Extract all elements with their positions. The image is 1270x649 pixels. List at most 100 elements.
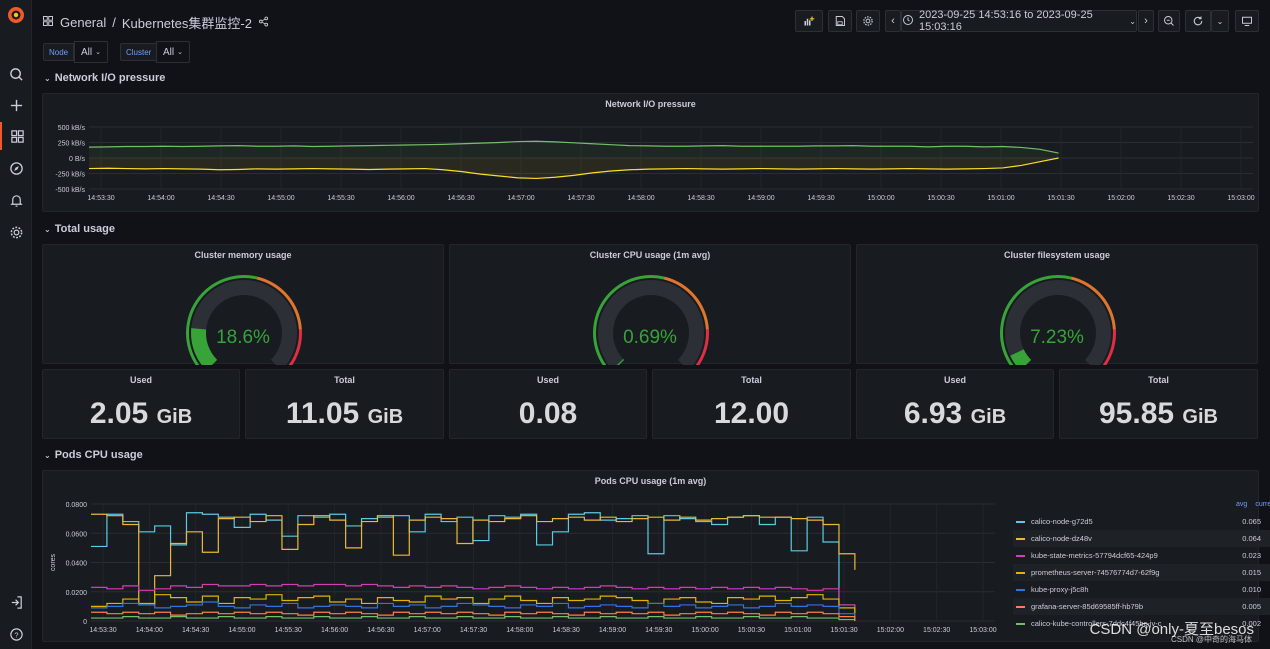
x-tick-label: 14:57:30 — [567, 195, 594, 202]
gear-icon[interactable] — [0, 218, 32, 246]
add-panel-button[interactable] — [795, 10, 823, 32]
series-area — [89, 158, 1059, 179]
legend-avg: 0.005 — [1242, 602, 1261, 611]
stat-unit: GiB — [367, 406, 404, 428]
dashboard-grid-icon — [42, 15, 54, 30]
time-back-button[interactable]: ‹ — [885, 10, 901, 32]
x-tick-label: 15:02:30 — [923, 627, 950, 634]
panel-title: Network I/O pressure — [605, 99, 696, 109]
x-tick-label: 14:54:00 — [136, 627, 163, 634]
chevron-down-icon: ⌄ — [1129, 16, 1136, 26]
y-tick-label: 500 kB/s — [58, 125, 86, 132]
legend-item[interactable]: grafana-server-85d69585ff-hb79b 0.0050.00… — [1013, 598, 1270, 615]
row-network[interactable]: ⌄ Network I/O pressure — [44, 72, 165, 84]
legend-avg: 0.015 — [1242, 568, 1261, 577]
legend-item[interactable]: kube-proxy-j5c8h 0.0100.005 — [1013, 581, 1270, 598]
sign-in-icon[interactable] — [0, 588, 32, 616]
compass-icon[interactable] — [0, 154, 32, 182]
panel-title: Used — [943, 375, 966, 385]
legend-item[interactable]: kube-state-metrics-57794dcf65-424p9 0.023… — [1013, 547, 1270, 564]
x-tick-label: 14:57:30 — [460, 627, 487, 634]
legend-item[interactable]: prometheus-server-74576774d7-62f9g 0.0150… — [1013, 564, 1270, 581]
dashboards-icon[interactable] — [0, 122, 32, 150]
series-line — [88, 140, 1059, 154]
stat-number: 11.05 — [285, 397, 360, 430]
refresh-icon[interactable] — [1185, 10, 1211, 32]
y-tick-label: 0 — [83, 619, 87, 626]
stat-value: 0.08 — [450, 397, 646, 431]
bell-icon[interactable] — [0, 186, 32, 214]
legend-current: 0.039 — [1261, 517, 1270, 526]
panel-title: Used — [536, 375, 559, 385]
y-tick-label: -500 kB/s — [55, 187, 85, 194]
y-tick-label: 250 kB/s — [58, 141, 86, 148]
variable-select-cluster[interactable]: All ⌄ — [156, 41, 190, 63]
network-io-panel: Network I/O pressure 500 kB/s 250 kB/s 0 B… — [42, 93, 1259, 212]
share-icon[interactable] — [258, 15, 269, 30]
x-tick-label: 14:55:00 — [228, 627, 255, 634]
variable-select-node[interactable]: All ⌄ — [74, 41, 108, 63]
x-tick-label: 15:00:00 — [691, 627, 718, 634]
variable-label-node: Node — [43, 43, 75, 61]
time-forward-button[interactable]: › — [1138, 10, 1154, 32]
legend-current: 0.003 — [1261, 602, 1270, 611]
breadcrumb-separator: / — [112, 15, 116, 30]
stat-value: 11.05 GiB — [246, 397, 443, 431]
row-total[interactable]: ⌄ Total usage — [44, 223, 115, 235]
y-tick-label: 0.0200 — [66, 590, 88, 597]
top-bar: General / Kubernetes集群监控-2 ‹ 2023-09-25 … — [32, 0, 1270, 40]
gauge-value-text: 18.6% — [216, 327, 270, 348]
y-tick-label: -250 kB/s — [55, 172, 85, 179]
row-pods[interactable]: ⌄ Pods CPU usage — [44, 449, 143, 461]
gauge-threshold-orange — [663, 276, 709, 330]
legend-series-name: grafana-server-85d69585ff-hb79b — [1031, 602, 1144, 611]
panel-title: Total — [1148, 375, 1169, 385]
legend-swatch — [1016, 571, 1025, 574]
legend-current: 0.035 — [1261, 534, 1270, 543]
legend-item[interactable]: calico-node-g72d5 0.0650.039 — [1013, 513, 1270, 530]
gauge-threshold-red — [1102, 329, 1116, 365]
series-line — [91, 601, 856, 621]
tv-mode-icon[interactable] — [1235, 10, 1259, 32]
gauge-threshold-orange — [256, 276, 302, 330]
pods-cpu-panel: Pods CPU usage (1m avg) 0.0800 0.0600 0.04… — [42, 470, 1270, 642]
search-icon[interactable] — [0, 60, 32, 88]
legend-series-name: calico-kube-controllers-7ddc4f45bc-jv-c — [1031, 619, 1162, 628]
legend-header-avg[interactable]: avg — [1236, 501, 1248, 508]
clock-icon — [902, 14, 914, 29]
gauge-panel-memory: Cluster memory usage 18.6% — [42, 244, 444, 365]
refresh-interval-dropdown[interactable]: ⌄ — [1211, 10, 1229, 32]
legend-avg: 0.002 — [1242, 619, 1261, 628]
help-icon[interactable]: ? — [0, 620, 32, 648]
breadcrumb: General / Kubernetes集群监控-2 — [42, 13, 269, 32]
legend-item[interactable]: calico-kube-controllers-7ddc4f45bc-jv-c 0… — [1013, 615, 1270, 632]
variable-label-cluster: Cluster — [120, 43, 158, 61]
series-line — [91, 513, 856, 606]
x-tick-label: 14:53:30 — [87, 195, 114, 202]
legend-series-name: prometheus-server-74576774d7-62f9g — [1031, 568, 1160, 577]
legend-header-current[interactable]: current — [1255, 501, 1270, 508]
gauge-threshold-green — [186, 275, 258, 365]
gauge-threshold-red — [695, 329, 709, 365]
plus-icon[interactable] — [0, 91, 32, 119]
stat-fs-total: Total 95.85 GiB — [1059, 369, 1258, 439]
stat-number: 12.00 — [713, 397, 790, 430]
legend-avg: 0.065 — [1242, 517, 1261, 526]
panel-title: Used — [129, 375, 152, 385]
dashboard-title[interactable]: Kubernetes集群监控-2 — [121, 16, 252, 31]
legend-item[interactable]: calico-node-dz48v 0.0640.035 — [1013, 530, 1270, 547]
time-picker[interactable]: 2023-09-25 14:53:16 to 2023-09-25 15:03:… — [901, 9, 1137, 33]
breadcrumb-folder[interactable]: General — [60, 15, 107, 30]
settings-gear-icon[interactable] — [856, 10, 880, 32]
series-line — [91, 611, 856, 621]
legend-series-name: calico-node-dz48v — [1031, 534, 1092, 543]
save-icon[interactable] — [828, 10, 852, 32]
zoom-out-icon[interactable] — [1158, 10, 1180, 32]
grafana-logo-icon[interactable] — [6, 5, 26, 25]
legend-series-name: calico-node-g72d5 — [1031, 517, 1093, 526]
stat-value: 95.85 GiB — [1060, 397, 1257, 431]
x-tick-label: 14:54:30 — [207, 195, 234, 202]
pods-cpu-chart: 0.0800 0.0600 0.0400 0.0200 014:53:30 14:54:0… — [50, 502, 997, 634]
stat-fs-used: Used 6.93 GiB — [856, 369, 1054, 439]
stat-number: 0.08 — [518, 397, 578, 430]
